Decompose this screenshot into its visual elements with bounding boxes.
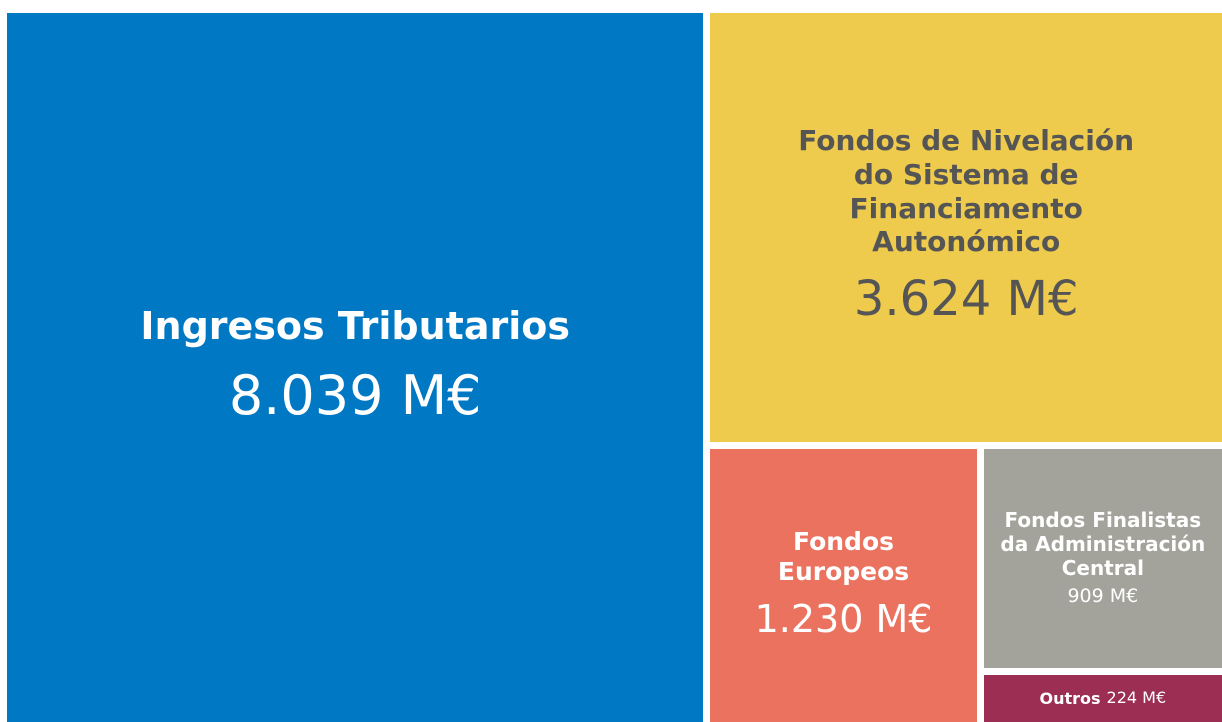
cell-value: 8.039 M€ [228, 363, 482, 427]
cell-label: Outros [1039, 688, 1101, 708]
treemap-cell: Outros 224 M€ [983, 675, 1222, 722]
cell-label: Fondos Finalistas da Administración Cent… [1000, 508, 1206, 581]
treemap-cell: Fondos de Nivelación do Sistema de Finan… [710, 13, 1222, 443]
cell-value: 3.624 M€ [853, 271, 1079, 328]
cell-value: 224 M€ [1106, 688, 1167, 708]
cell-value: 909 M€ [1067, 585, 1139, 608]
treemap-cell: Fondos Finalistas da Administración Cent… [983, 449, 1222, 669]
cell-label: Ingresos Tributarios [140, 304, 570, 349]
cell-label: Fondos Europeos [777, 527, 910, 587]
cell-value: 1.230 M€ [754, 596, 933, 641]
treemap-cell: Ingresos Tributarios 8.039 M€ [7, 13, 704, 722]
cell-label: Fondos de Nivelación do Sistema de Finan… [798, 124, 1135, 259]
treemap-cell: Fondos Europeos 1.230 M€ [710, 449, 977, 722]
